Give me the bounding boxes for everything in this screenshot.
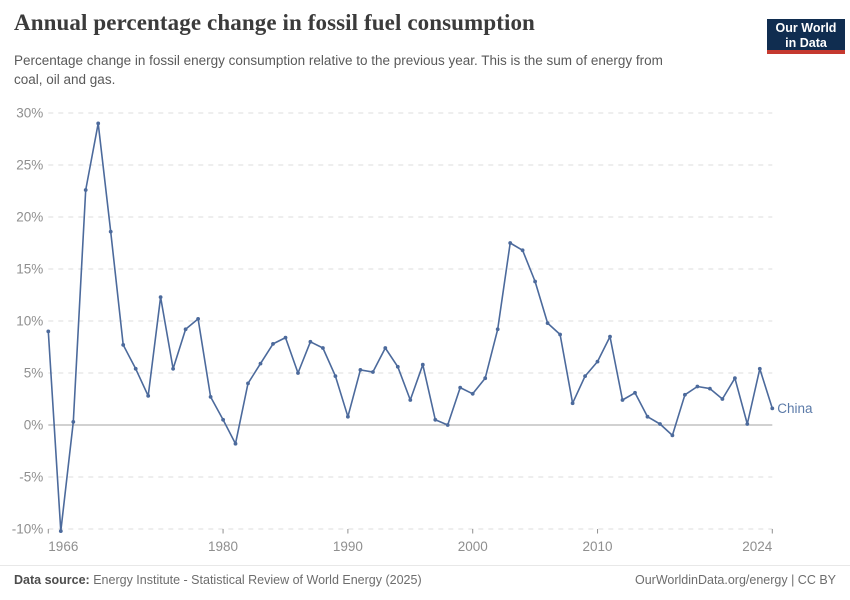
data-point bbox=[658, 422, 662, 426]
x-axis-tick-label: 1966 bbox=[48, 539, 78, 554]
data-point bbox=[133, 366, 138, 371]
data-point bbox=[358, 368, 363, 372]
data-point bbox=[433, 417, 438, 422]
line-chart-canvas[interactable]: 30% 25% 20% 15% 10% 5% 0% -5% -10% 1966 1980 1990 20… bbox=[0, 95, 850, 561]
y-axis-tick-label: 30% bbox=[16, 106, 43, 121]
data-point bbox=[221, 417, 226, 422]
data-point bbox=[670, 433, 675, 438]
page-title: Annual percentage change in fossil fuel … bbox=[14, 10, 535, 35]
data-point bbox=[158, 295, 163, 299]
data-point bbox=[346, 414, 350, 419]
data-point bbox=[645, 414, 650, 419]
data-point bbox=[508, 241, 513, 245]
data-point bbox=[183, 327, 188, 332]
data-point bbox=[620, 398, 625, 402]
data-point bbox=[470, 391, 475, 396]
data-point bbox=[96, 121, 101, 126]
data-point bbox=[46, 329, 51, 334]
data-point bbox=[171, 366, 176, 371]
data-point bbox=[283, 335, 288, 340]
y-axis-tick-label: -10% bbox=[12, 522, 44, 537]
y-axis-tick-label: 25% bbox=[16, 158, 43, 173]
chart-subtitle: Percentage change in fossil energy consu… bbox=[14, 51, 754, 89]
data-point bbox=[58, 529, 63, 533]
x-axis-tick-label: 2000 bbox=[458, 539, 488, 554]
y-axis-tick-label: 20% bbox=[16, 210, 43, 225]
footer: Data source: Energy Institute - Statisti… bbox=[14, 573, 836, 587]
data-point bbox=[757, 366, 762, 371]
data-point bbox=[71, 420, 76, 424]
data-point bbox=[583, 374, 587, 378]
data-point bbox=[296, 371, 300, 375]
data-source-text: Energy Institute - Statistical Review of… bbox=[93, 573, 422, 587]
data-point bbox=[233, 441, 238, 446]
data-point bbox=[708, 386, 712, 391]
owid-logo-box: Our World in Data bbox=[767, 19, 845, 50]
data-point bbox=[395, 364, 400, 369]
subtitle-line-1: Percentage change in fossil energy consu… bbox=[14, 53, 663, 68]
data-point bbox=[745, 422, 750, 426]
owid-logo[interactable]: Our World in Data bbox=[767, 19, 845, 54]
data-point bbox=[720, 397, 725, 401]
data-point bbox=[545, 321, 550, 325]
x-axis-tick-label: 1990 bbox=[333, 539, 363, 554]
data-point bbox=[271, 342, 275, 346]
data-point bbox=[246, 381, 250, 386]
data-point bbox=[383, 346, 388, 350]
y-axis-tick-label: 15% bbox=[16, 262, 43, 277]
data-point bbox=[121, 343, 126, 347]
data-point bbox=[695, 384, 700, 389]
data-point bbox=[83, 188, 88, 192]
y-axis-tick-label: 10% bbox=[16, 314, 43, 329]
subtitle-line-2: coal, oil and gas. bbox=[14, 72, 116, 87]
data-point bbox=[196, 317, 201, 321]
data-point bbox=[683, 392, 687, 397]
data-point bbox=[483, 376, 488, 381]
data-point bbox=[770, 406, 775, 411]
data-point bbox=[420, 362, 425, 367]
owid-logo-line2: in Data bbox=[785, 35, 827, 50]
data-point bbox=[570, 401, 575, 406]
data-point bbox=[608, 334, 612, 339]
data-point bbox=[633, 390, 637, 395]
x-axis-tick-label: 2024 bbox=[742, 539, 773, 554]
data-source-note: Data source: Energy Institute - Statisti… bbox=[14, 573, 422, 587]
data-point bbox=[520, 248, 525, 253]
data-point bbox=[258, 361, 263, 366]
data-point bbox=[146, 394, 151, 398]
owid-logo-line1: Our World bbox=[775, 21, 837, 35]
data-point bbox=[408, 398, 413, 402]
y-axis-tick-label: 5% bbox=[24, 366, 44, 381]
owid-logo-red-bar bbox=[767, 50, 845, 54]
x-axis-tick-label: 2010 bbox=[583, 539, 613, 554]
data-series-line bbox=[47, 122, 774, 532]
data-point bbox=[458, 385, 463, 390]
x-axis-tick-label: 1980 bbox=[208, 539, 238, 554]
y-axis-tick-label: 0% bbox=[24, 418, 44, 433]
entity-label: China bbox=[777, 401, 813, 416]
data-point bbox=[333, 374, 338, 378]
data-point bbox=[321, 346, 325, 350]
data-point bbox=[108, 229, 113, 234]
data-point bbox=[308, 339, 313, 344]
owid-credit-link[interactable]: OurWorldinData.org/energy | CC BY bbox=[634, 573, 836, 587]
footer-divider bbox=[0, 565, 850, 566]
data-source-label: Data source: bbox=[14, 573, 90, 587]
data-point bbox=[445, 423, 450, 427]
data-point bbox=[495, 327, 500, 332]
data-point bbox=[208, 395, 213, 399]
data-point bbox=[371, 370, 375, 374]
data-point bbox=[733, 376, 737, 381]
y-axis-tick-label: -5% bbox=[19, 470, 43, 485]
data-point bbox=[558, 332, 562, 337]
data-point bbox=[595, 359, 600, 364]
data-point bbox=[533, 279, 537, 284]
